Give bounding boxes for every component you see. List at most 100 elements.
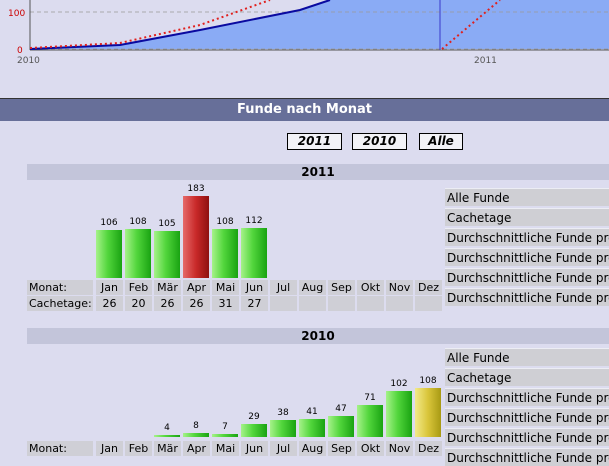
bar-value-label: 7 <box>222 422 228 432</box>
bar-value-label: 8 <box>193 421 199 431</box>
year-heading-2011: 2011 <box>27 164 609 180</box>
table-cell <box>299 296 326 311</box>
cumulative-finds-chart: 100 0 2010 2011 <box>0 0 609 95</box>
year-heading-2010: 2010 <box>27 328 609 344</box>
table-cell: Feb <box>125 280 152 295</box>
table-cell: Mai <box>212 441 239 456</box>
table-cell: Dez <box>415 441 442 456</box>
bar-value-label: 112 <box>245 216 263 226</box>
stat-label: Durchschnittliche Funde pro <box>445 428 609 446</box>
bar-value-label: 183 <box>187 184 205 194</box>
table-cell: Aug <box>299 441 326 456</box>
year-button-2010[interactable]: 2010 <box>352 133 407 150</box>
bar-apr <box>183 433 209 437</box>
bar-value-label: 105 <box>158 219 176 229</box>
stat-label: Durchschnittliche Funde pro <box>445 228 609 246</box>
bar-nov <box>386 391 412 437</box>
table-cell <box>270 296 297 311</box>
bar-jun <box>241 228 267 278</box>
stat-label: Durchschnittliche Funde pro <box>445 288 609 306</box>
bar-sep <box>328 416 354 437</box>
table-cell: Mai <box>212 280 239 295</box>
stat-label: Cachetage <box>445 368 609 386</box>
stat-label: Durchschnittliche Funde pro <box>445 408 609 426</box>
bar-chart-2010: 4 8 7 29 38 41 47 71 102 108 <box>94 349 444 437</box>
table-cell: Apr <box>183 441 210 456</box>
bar-value-label: 108 <box>419 376 437 386</box>
bar-value-label: 38 <box>277 408 289 418</box>
table-cell <box>415 296 442 311</box>
table-cell: 26 <box>183 296 210 311</box>
table-cell: Sep <box>328 441 355 456</box>
stat-label: Durchschnittliche Funde pro <box>445 268 609 286</box>
stat-label: Durchschnittliche Funde pro <box>445 388 609 406</box>
table-cell <box>386 296 413 311</box>
table-cell <box>328 296 355 311</box>
table-cell: Jul <box>270 441 297 456</box>
table-cell: Jun <box>241 441 268 456</box>
table-cell: Feb <box>125 441 152 456</box>
table-cell: Jan <box>96 441 123 456</box>
finds-line <box>29 0 331 50</box>
table-cell: Dez <box>415 280 442 295</box>
table-cell: Jan <box>96 280 123 295</box>
bar-dez <box>415 388 441 437</box>
table-cell: Okt <box>357 441 384 456</box>
month-row-2010: Monat: Jan Feb Mär Apr Mai Jun Jul Aug Sep Okt Nov… <box>0 441 442 456</box>
table-cell: Aug <box>299 280 326 295</box>
bar-mär <box>154 231 180 278</box>
table-cell: Nov <box>386 441 413 456</box>
table-cell <box>357 296 384 311</box>
bar-value-label: 106 <box>100 218 118 228</box>
bar-mai <box>212 434 238 437</box>
bar-jun <box>241 424 267 437</box>
stat-label: Alle Funde <box>445 348 609 366</box>
section-title: Funde nach Monat <box>0 98 609 121</box>
bar-value-label: 108 <box>129 217 147 227</box>
stat-label: Durchschnittliche Funde pro <box>445 448 609 466</box>
table-cell: Apr <box>183 280 210 295</box>
bar-okt <box>357 405 383 437</box>
dotted-line-2010 <box>29 0 271 49</box>
year-button-2011[interactable]: 2011 <box>287 133 342 150</box>
year-button-all[interactable]: Alle <box>419 133 463 150</box>
table-cell: Mär <box>154 280 181 295</box>
bar-mär <box>154 435 180 437</box>
table-cell: Nov <box>386 280 413 295</box>
row-label-month: Monat: <box>27 280 93 295</box>
bar-jan <box>96 230 122 278</box>
x-tick-label: 2011 <box>474 56 497 66</box>
row-label-month: Monat: <box>27 441 93 456</box>
stat-label: Cachetage <box>445 208 609 226</box>
row-label-cachetage: Cachetage: <box>27 296 93 311</box>
table-cell: 27 <box>241 296 268 311</box>
bar-chart-2011: 106 108 105 183 108 112 <box>94 184 444 278</box>
bar-aug <box>299 419 325 437</box>
bar-value-label: 4 <box>164 423 170 433</box>
table-cell: Okt <box>357 280 384 295</box>
bar-jul <box>270 420 296 437</box>
bar-value-label: 102 <box>390 379 408 389</box>
cachetage-row-2011: Cachetage: 26 20 26 26 31 27 <box>0 296 442 311</box>
bar-value-label: 47 <box>335 404 347 414</box>
bar-value-label: 41 <box>306 407 318 417</box>
table-cell: Jun <box>241 280 268 295</box>
bar-mai <box>212 229 238 278</box>
table-cell: 26 <box>154 296 181 311</box>
bar-value-label: 71 <box>364 393 376 403</box>
bar-apr <box>183 196 209 278</box>
chart-area-2011 <box>440 0 609 49</box>
table-cell: 31 <box>212 296 239 311</box>
stat-label: Alle Funde <box>445 188 609 206</box>
bar-value-label: 108 <box>216 217 234 227</box>
table-cell: 20 <box>125 296 152 311</box>
month-row-2011: Monat: Jan Feb Mär Apr Mai Jun Jul Aug Sep Okt Nov… <box>0 280 442 295</box>
bar-feb <box>125 229 151 278</box>
table-cell: 26 <box>96 296 123 311</box>
bar-value-label: 29 <box>248 412 260 422</box>
table-cell: Sep <box>328 280 355 295</box>
y-tick-label: 100 <box>8 9 25 19</box>
y-tick-label: 0 <box>17 46 23 56</box>
table-cell: Jul <box>270 280 297 295</box>
stat-label: Durchschnittliche Funde pro <box>445 248 609 266</box>
